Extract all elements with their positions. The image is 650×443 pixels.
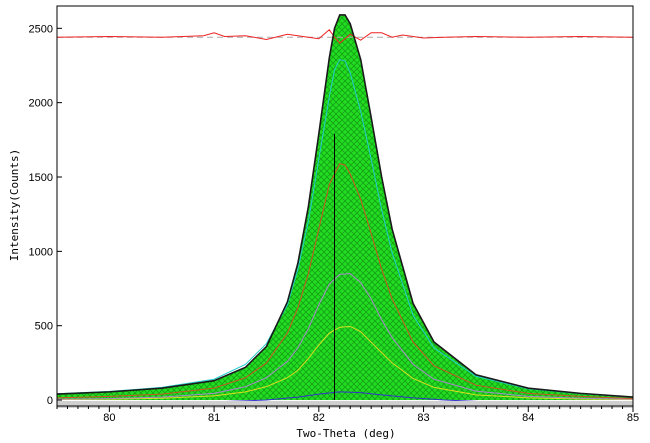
- series-line-lavender: [56, 273, 634, 400]
- y-tick-label: 1500: [29, 172, 53, 184]
- series-line-yellow: [56, 325, 634, 401]
- series-line-difference: [56, 29, 634, 44]
- series-line-fit: [56, 14, 634, 398]
- x-tick-label: 81: [208, 412, 220, 424]
- bottom-band: [57, 406, 633, 443]
- x-tick-label: 82: [313, 412, 325, 424]
- y-tick-label: 2000: [29, 98, 53, 110]
- baseline-bar: [57, 401, 633, 408]
- plot-frame: [56, 5, 634, 407]
- y-axis-title: Intensity(Counts): [8, 149, 21, 262]
- y-tick-label: 1000: [29, 246, 53, 258]
- y-tick-label: 0: [47, 395, 53, 407]
- series-line-cyan: [56, 58, 634, 398]
- series-line-orange: [56, 163, 634, 400]
- x-tick-label: 80: [103, 412, 115, 424]
- y-tick-label: 2500: [29, 23, 53, 35]
- x-tick-label: 85: [627, 412, 639, 424]
- x-tick-label: 83: [417, 412, 429, 424]
- peak-fill-area: [57, 14, 633, 401]
- x-axis-title: Two-Theta (deg): [296, 427, 395, 440]
- x-tick-label: 84: [522, 412, 534, 424]
- y-tick-label: 500: [35, 321, 53, 333]
